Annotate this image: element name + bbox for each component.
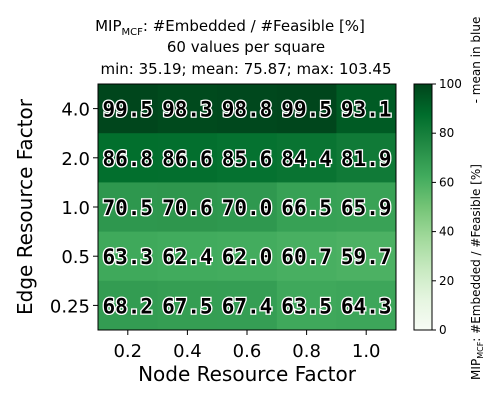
- cell-value-label: 65.9: [341, 196, 392, 220]
- y-tick-label: 1.0: [61, 198, 90, 219]
- chart-title-line-1: MIPMCF: #Embedded / #Feasible [%]: [95, 17, 365, 38]
- y-tick-label: 0.5: [61, 247, 90, 268]
- x-tick-label: 1.0: [352, 341, 381, 362]
- colorbar-tick-label: 60: [439, 175, 454, 189]
- heatmap-cell: [157, 84, 218, 134]
- heatmap-cell: [276, 280, 337, 331]
- cell-value-label: 81.9: [341, 147, 392, 171]
- cell-value-label: 67.4: [222, 294, 273, 318]
- cell-value-label: 98.3: [162, 98, 213, 122]
- heatmap-cell: [336, 280, 397, 331]
- colorbar-ticks: 0 20 40 60 80 100: [432, 77, 462, 337]
- chart-title-line-2: 60 values per square: [167, 38, 325, 56]
- heatmap-cell: [217, 182, 278, 233]
- heatmap-cell: [98, 133, 159, 183]
- cell-value-label: 63.3: [103, 245, 154, 269]
- colorbar-tick-label: 40: [439, 225, 454, 239]
- colorbar-tick-label: 0: [439, 323, 447, 337]
- y-axis-label: Edge Resource Factor: [13, 98, 37, 315]
- chart-title-line-3: min: 35.19; mean: 75.87; max: 103.45: [101, 60, 392, 78]
- heatmap-cell: [276, 133, 337, 183]
- cell-value-label: 86.6: [162, 147, 213, 171]
- heatmap-cell: [276, 84, 337, 134]
- cell-value-label: 62.0: [222, 245, 273, 269]
- cell-value-label: 63.5: [281, 294, 332, 318]
- y-tick-labels: 4.0 2.0 1.0 0.5 0.25: [50, 100, 98, 317]
- cell-value-label: 67.5: [162, 294, 213, 318]
- cell-value-label: 70.5: [103, 196, 154, 220]
- cell-value-label: 85.6: [222, 147, 273, 171]
- heatmap-cell: [157, 133, 218, 183]
- heatmap-cell: [157, 182, 218, 233]
- heatmap-cell: [276, 231, 337, 282]
- heatmap-cell: [217, 84, 278, 134]
- heatmap-cell: [217, 133, 278, 183]
- cell-value-label: 70.0: [222, 196, 273, 220]
- cell-value-label: 70.6: [162, 196, 213, 220]
- cell-value-label: 66.5: [281, 196, 332, 220]
- heatmap-cell: [217, 231, 278, 282]
- colorbar-side-note: - mean in blue: [469, 17, 483, 104]
- colorbar: [413, 83, 433, 331]
- heatmap-value-labels: 99.5 98.3 98.8 99.5 93.1 86.8 86.6 85.6 84.4 81.9…: [101, 96, 393, 319]
- cell-value-label: 98.8: [222, 98, 273, 122]
- heatmap-cell: [336, 231, 397, 282]
- heatmap-cell: [276, 182, 337, 233]
- y-tick-label: 2.0: [61, 149, 90, 170]
- cell-value-label: 60.7: [281, 245, 332, 269]
- heatmap-cell: [98, 280, 159, 331]
- heatmap-cell: [336, 84, 397, 134]
- heatmap-cell: [217, 280, 278, 331]
- heatmap-cell: [98, 231, 159, 282]
- x-tick-labels: 0.2 0.4 0.6 0.8 1.0: [113, 330, 381, 362]
- y-tick-label: 0.25: [50, 296, 90, 317]
- colorbar-label: MIPMCF: #Embedded / #Feasible [%]: [469, 164, 485, 380]
- x-tick-label: 0.4: [173, 341, 202, 362]
- colorbar-tick-label: 20: [439, 274, 454, 288]
- colorbar-tick-label: 80: [439, 126, 454, 140]
- heatmap-cell: [98, 84, 159, 134]
- cell-value-label: 68.2: [103, 294, 154, 318]
- x-tick-label: 0.2: [113, 341, 142, 362]
- cell-value-label: 93.1: [341, 98, 392, 122]
- heatmap-cell: [157, 280, 218, 331]
- colorbar-tick-label: 100: [439, 77, 462, 91]
- x-tick-label: 0.6: [233, 341, 262, 362]
- heatmap-cell: [157, 231, 218, 282]
- heatmap-cell: [336, 133, 397, 183]
- heatmap-cells: [98, 84, 397, 331]
- cell-value-label: 86.8: [103, 147, 154, 171]
- cell-value-label: 59.7: [341, 245, 392, 269]
- y-tick-label: 4.0: [61, 100, 90, 121]
- heatmap-cell: [336, 182, 397, 233]
- heatmap-cell: [98, 182, 159, 233]
- cell-value-label: 99.5: [281, 98, 332, 122]
- cell-value-label: 62.4: [162, 245, 213, 269]
- cell-value-label: 64.3: [341, 294, 392, 318]
- x-tick-label: 0.8: [292, 341, 321, 362]
- x-axis-label: Node Resource Factor: [138, 362, 357, 386]
- cell-value-label: 99.5: [103, 98, 154, 122]
- cell-value-label: 84.4: [281, 147, 332, 171]
